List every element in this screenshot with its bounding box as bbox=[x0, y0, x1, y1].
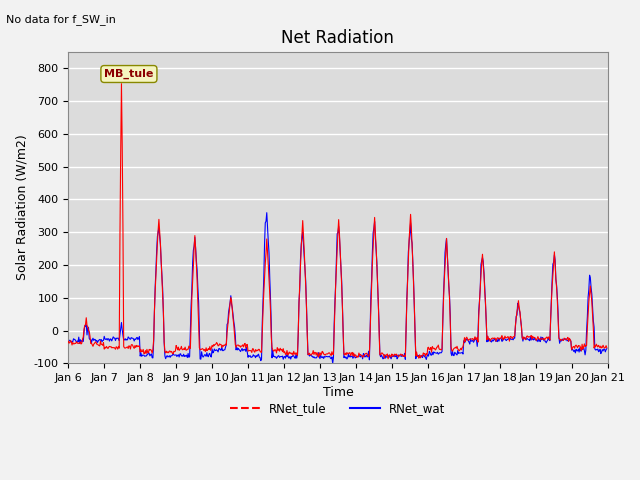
Title: Net Radiation: Net Radiation bbox=[282, 29, 394, 48]
Legend: RNet_tule, RNet_wat: RNet_tule, RNet_wat bbox=[225, 397, 451, 420]
X-axis label: Time: Time bbox=[323, 386, 353, 399]
Text: MB_tule: MB_tule bbox=[104, 69, 154, 79]
Y-axis label: Solar Radiation (W/m2): Solar Radiation (W/m2) bbox=[15, 135, 28, 280]
Text: No data for f_SW_in: No data for f_SW_in bbox=[6, 14, 116, 25]
